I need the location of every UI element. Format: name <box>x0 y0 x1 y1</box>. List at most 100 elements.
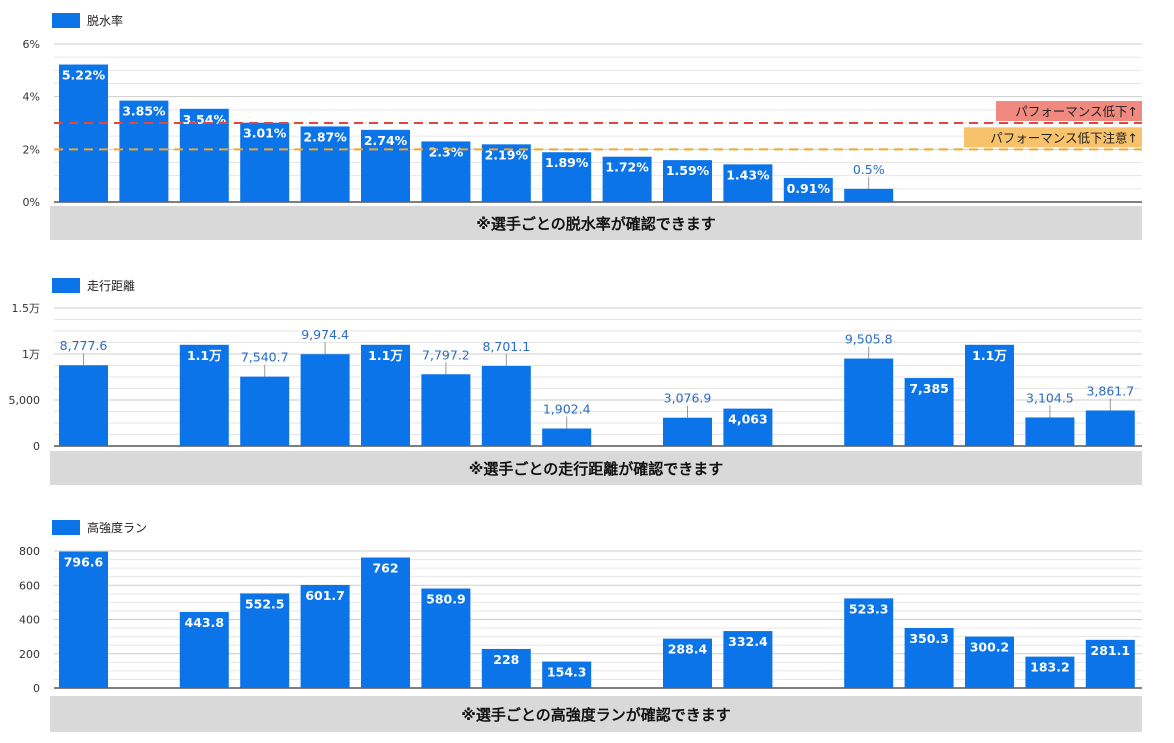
dehydration-data-label: 0.91% <box>787 181 831 196</box>
dehydration-data-label: 1.89% <box>545 155 589 170</box>
high-intensity-caption: ※選手ごとの高強度ランが確認できます <box>461 705 731 724</box>
high-intensity-bar <box>723 631 773 688</box>
dehydration-ytick-label: 4% <box>23 91 40 104</box>
dehydration-data-label: 2.87% <box>303 129 347 144</box>
dehydration-data-label: 3.85% <box>122 104 166 119</box>
distance-data-label: 1.1万 <box>368 348 403 363</box>
dehydration-bar <box>481 144 531 202</box>
distance-data-label: 8,777.6 <box>60 338 108 353</box>
high-intensity-data-label: 154.3 <box>547 665 587 680</box>
high-intensity-ytick-label: 600 <box>19 579 40 592</box>
high-intensity-bar <box>542 661 592 688</box>
distance-data-label: 7,540.7 <box>241 350 289 365</box>
high-intensity-data-label: 288.4 <box>668 642 708 657</box>
dehydration-bar <box>59 64 108 202</box>
high-intensity-data-label: 350.3 <box>909 631 949 646</box>
distance-data-label: 7,797.2 <box>422 347 470 362</box>
distance-legend-swatch <box>52 278 80 293</box>
dehydration-data-label: 2.19% <box>485 147 529 162</box>
distance-bar <box>1085 410 1135 446</box>
dehydration-ytick-label: 6% <box>23 38 40 51</box>
high-intensity-bar <box>663 638 712 688</box>
high-intensity-data-label: 796.6 <box>64 555 104 570</box>
dehydration-bar <box>421 141 471 202</box>
reference-tag-label: パフォーマンス低下↑ <box>1015 104 1138 119</box>
dehydration-bar <box>723 164 773 202</box>
distance-data-label: 1.1万 <box>187 348 222 363</box>
high-intensity-ytick-label: 400 <box>19 614 40 627</box>
distance-ytick-label: 0 <box>33 440 40 453</box>
high-intensity-bar <box>904 628 954 688</box>
dehydration-data-label: 0.5% <box>853 162 885 177</box>
distance-bar <box>965 344 1014 446</box>
high-intensity-bar <box>300 584 350 688</box>
high-intensity-legend-swatch <box>52 520 80 535</box>
high-intensity-legend-label: 高強度ラン <box>87 520 147 535</box>
distance-data-label: 3,076.9 <box>664 391 712 406</box>
distance-bar <box>361 344 410 446</box>
dehydration-data-label: 5.22% <box>62 68 106 83</box>
dehydration-bar <box>179 108 229 202</box>
distance-bar <box>1025 417 1075 446</box>
distance-ytick-label: 1万 <box>22 348 40 361</box>
dehydration-bar <box>542 152 592 202</box>
high-intensity-data-label: 552.5 <box>245 596 285 611</box>
high-intensity-data-label: 332.4 <box>728 634 768 649</box>
distance-ytick-label: 1.5万 <box>12 302 41 315</box>
reference-tag-bg <box>996 101 1142 121</box>
dehydration-ytick-label: 2% <box>23 143 40 156</box>
high-intensity-data-label: 228 <box>493 652 519 667</box>
high-intensity-data-label: 601.7 <box>305 588 345 603</box>
distance-bar <box>844 358 894 446</box>
distance-data-label: 1,902.4 <box>543 401 591 416</box>
dehydration-bar <box>361 129 410 202</box>
high-intensity-bar <box>361 557 410 688</box>
distance-data-label: 9,505.8 <box>845 332 893 347</box>
high-intensity-data-label: 580.9 <box>426 592 466 607</box>
dehydration-legend-swatch <box>52 13 80 28</box>
high-intensity-bar <box>179 611 229 688</box>
high-intensity-data-label: 183.2 <box>1030 660 1070 675</box>
distance-data-label: 7,385 <box>909 381 949 396</box>
high-intensity-ytick-label: 200 <box>19 648 40 661</box>
dehydration-data-label: 3.01% <box>243 126 287 141</box>
reference-tag-label: パフォーマンス低下注意↑ <box>990 130 1138 145</box>
dehydration-legend-label: 脱水率 <box>87 13 123 28</box>
dehydration-data-label: 3.54% <box>183 112 227 127</box>
high-intensity-bar <box>481 648 531 688</box>
distance-data-label: 3,104.5 <box>1026 390 1074 405</box>
dehydration-bar <box>240 122 290 202</box>
high-intensity-ytick-label: 0 <box>33 682 40 695</box>
dehydration-data-label: 1.59% <box>666 163 710 178</box>
high-intensity-data-label: 762 <box>372 561 398 576</box>
high-intensity-data-label: 300.2 <box>970 640 1010 655</box>
high-intensity-bar <box>844 598 894 688</box>
distance-caption: ※選手ごとの走行距離が確認できます <box>468 459 724 478</box>
high-intensity-bar <box>59 551 108 688</box>
high-intensity-data-label: 281.1 <box>1091 643 1131 658</box>
distance-data-label: 8,701.1 <box>482 339 530 354</box>
reference-tag-bg <box>964 127 1142 148</box>
high-intensity-bar <box>240 593 290 688</box>
distance-bar <box>179 344 229 446</box>
dehydration-data-label: 1.72% <box>605 160 649 175</box>
distance-legend-label: 走行距離 <box>87 279 135 293</box>
dehydration-caption-band: ※選手ごとの脱水率が確認できます <box>50 206 1142 240</box>
dehydration-bar <box>602 156 652 202</box>
distance-data-label: 9,974.4 <box>301 327 349 342</box>
high-intensity-bar <box>965 636 1014 688</box>
distance-bar <box>723 408 773 446</box>
dehydration-bar <box>300 126 350 202</box>
distance-bar <box>481 365 531 446</box>
distance-data-label: 3,861.7 <box>1086 383 1134 398</box>
dehydration-data-label: 2.74% <box>364 133 408 148</box>
dehydration-data-label: 1.43% <box>726 167 770 182</box>
distance-ytick-label: 5,000 <box>9 394 41 407</box>
high-intensity-bar <box>1025 656 1075 688</box>
high-intensity-data-label: 443.8 <box>185 615 225 630</box>
distance-data-label: 4,063 <box>728 412 768 427</box>
dehydration-ytick-label: 0% <box>23 196 40 209</box>
distance-bar <box>542 428 592 446</box>
distance-bar <box>904 378 954 446</box>
